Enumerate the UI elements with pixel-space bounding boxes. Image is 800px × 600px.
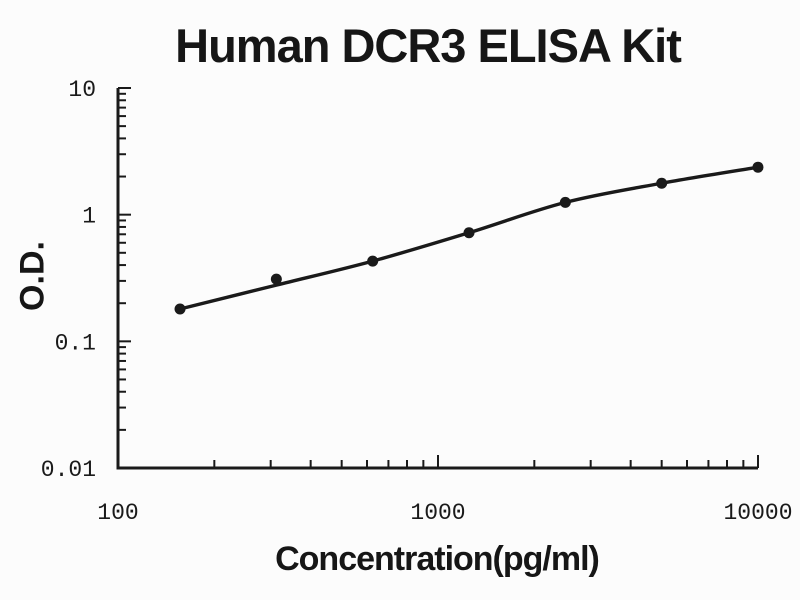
- y-tick-label: 1: [82, 204, 96, 230]
- y-tick-label: 10: [68, 77, 96, 103]
- data-point-marker: [559, 196, 571, 208]
- data-point-marker: [174, 303, 186, 315]
- y-tick-label: 0.1: [55, 330, 96, 356]
- x-tick-label: 10000: [723, 500, 792, 526]
- x-tick-label: 100: [97, 500, 138, 526]
- chart-title: Human DCR3 ELISA Kit: [175, 19, 682, 72]
- data-point-marker: [752, 161, 764, 173]
- data-point-marker: [463, 227, 475, 239]
- x-axis-title: Concentration(pg/ml): [275, 540, 600, 578]
- x-tick-label: 1000: [410, 500, 465, 526]
- data-point-marker: [656, 177, 668, 189]
- data-point-marker: [367, 255, 379, 267]
- data-point-marker: [270, 273, 282, 285]
- y-tick-label: 0.01: [41, 457, 96, 483]
